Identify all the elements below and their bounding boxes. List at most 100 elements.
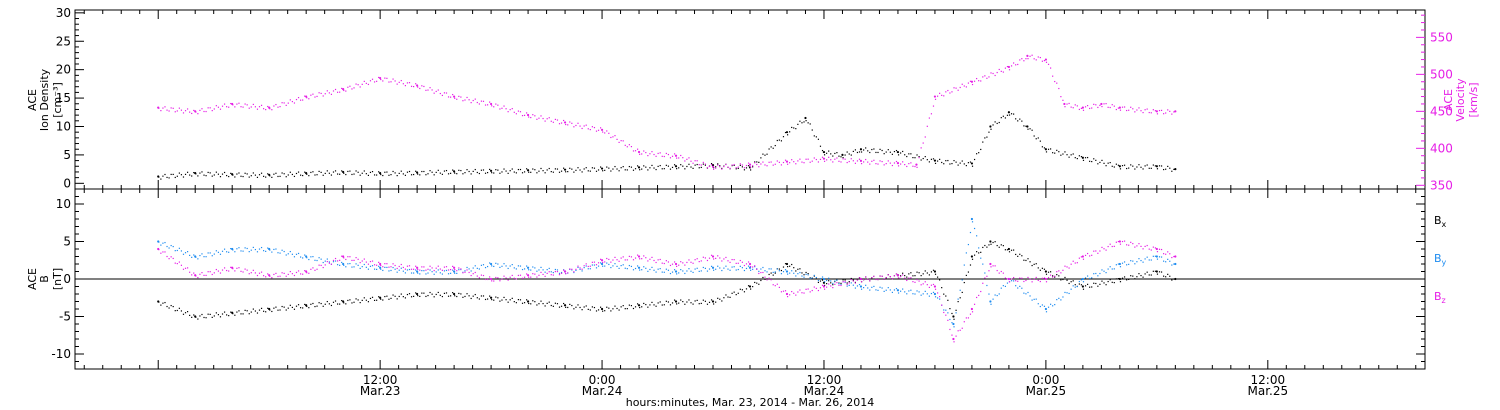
top-point: [696, 160, 698, 162]
top-point: [1082, 109, 1085, 111]
top-point: [415, 83, 417, 85]
bottom-point: [676, 303, 678, 305]
bottom-point: [297, 252, 300, 255]
bottom-point: [454, 295, 456, 297]
top-point: [692, 167, 694, 169]
bottom-point: [168, 258, 170, 260]
bottom-point: [789, 265, 791, 267]
bottom-point: [228, 270, 230, 272]
bottom-point: [269, 275, 271, 277]
x-tick-label-date: Mar.24: [582, 384, 623, 398]
bottom-point: [918, 291, 920, 293]
bottom-point: [778, 286, 780, 289]
top-point: [1093, 158, 1095, 160]
bottom-point: [302, 273, 304, 275]
bottom-point: [415, 269, 417, 271]
top-point: [267, 173, 269, 175]
top-point: [630, 146, 633, 148]
bottom-point: [203, 316, 205, 319]
bottom-point: [336, 303, 339, 305]
bottom-point: [367, 301, 370, 303]
bottom-point: [634, 257, 637, 259]
bottom-point: [784, 269, 787, 271]
top-point: [306, 173, 308, 175]
top-point: [797, 160, 799, 162]
bottom-point: [542, 302, 544, 305]
bottom-point: [205, 256, 207, 258]
top-point: [589, 170, 591, 172]
bottom-point: [507, 267, 509, 270]
bottom-point: [1019, 277, 1021, 279]
bottom-point: [1000, 244, 1002, 246]
bottom-point: [1113, 268, 1115, 270]
bottom-point: [916, 290, 918, 292]
bottom-point: [784, 290, 787, 292]
top-point: [462, 173, 464, 175]
bottom-point: [885, 289, 887, 291]
top-point: [1008, 69, 1011, 71]
top-point: [702, 161, 704, 164]
bottom-data-point: [637, 304, 641, 307]
top-point: [908, 153, 910, 155]
bottom-point: [924, 281, 926, 283]
top-point: [182, 112, 185, 114]
top-point: [587, 170, 589, 172]
top-point: [293, 102, 296, 104]
top-point: [226, 174, 228, 177]
top-point: [1035, 138, 1037, 140]
top-point: [856, 160, 859, 162]
bottom-point: [363, 263, 365, 266]
bottom-point: [295, 253, 298, 255]
bottom-point: [943, 309, 945, 311]
top-point: [811, 160, 813, 162]
top-point: [1043, 60, 1046, 62]
bottom-point: [889, 289, 891, 291]
bottom-point: [1043, 277, 1046, 279]
bottom-point: [482, 274, 485, 277]
top-data-point: [859, 159, 863, 162]
bottom-point: [532, 266, 534, 268]
bottom-point: [795, 270, 797, 272]
bottom-point: [450, 268, 452, 271]
top-point: [526, 112, 528, 114]
bottom-data-point: [748, 266, 752, 269]
bottom-point: [345, 258, 347, 261]
bottom-point: [721, 269, 723, 272]
bottom-point: [176, 262, 178, 265]
top-point: [1136, 166, 1138, 168]
bottom-point: [936, 292, 939, 294]
bottom-data-point: [157, 300, 160, 303]
bottom-point: [906, 276, 908, 278]
bottom-point: [1105, 249, 1107, 251]
bottom-data-point: [711, 266, 715, 269]
bottom-point: [425, 295, 427, 298]
bottom-point: [371, 265, 374, 267]
bottom-point: [281, 249, 283, 251]
top-point: [1062, 153, 1064, 155]
top-point: [885, 151, 887, 153]
bottom-point: [669, 304, 672, 306]
bottom-point: [491, 299, 493, 301]
bottom-point: [493, 299, 495, 301]
bottom-point: [595, 267, 598, 269]
top-point: [511, 168, 513, 170]
top-data-point: [526, 169, 530, 172]
bottom-point: [914, 275, 916, 277]
top-point: [302, 174, 304, 177]
top-point: [530, 171, 532, 173]
bottom-point: [600, 306, 602, 308]
bottom-point: [312, 256, 314, 258]
bottom-point: [230, 248, 232, 250]
bottom-point: [801, 275, 803, 277]
top-point: [482, 100, 485, 102]
bottom-point: [513, 267, 515, 269]
top-point: [306, 97, 308, 99]
top-point: [560, 170, 563, 172]
bottom-point: [320, 264, 322, 267]
top-point: [1006, 65, 1009, 68]
bottom-point: [1115, 264, 1117, 266]
bottom-point: [986, 246, 988, 248]
top-data-point: [1118, 106, 1121, 109]
top-point: [382, 80, 384, 82]
bottom-point: [355, 263, 357, 265]
